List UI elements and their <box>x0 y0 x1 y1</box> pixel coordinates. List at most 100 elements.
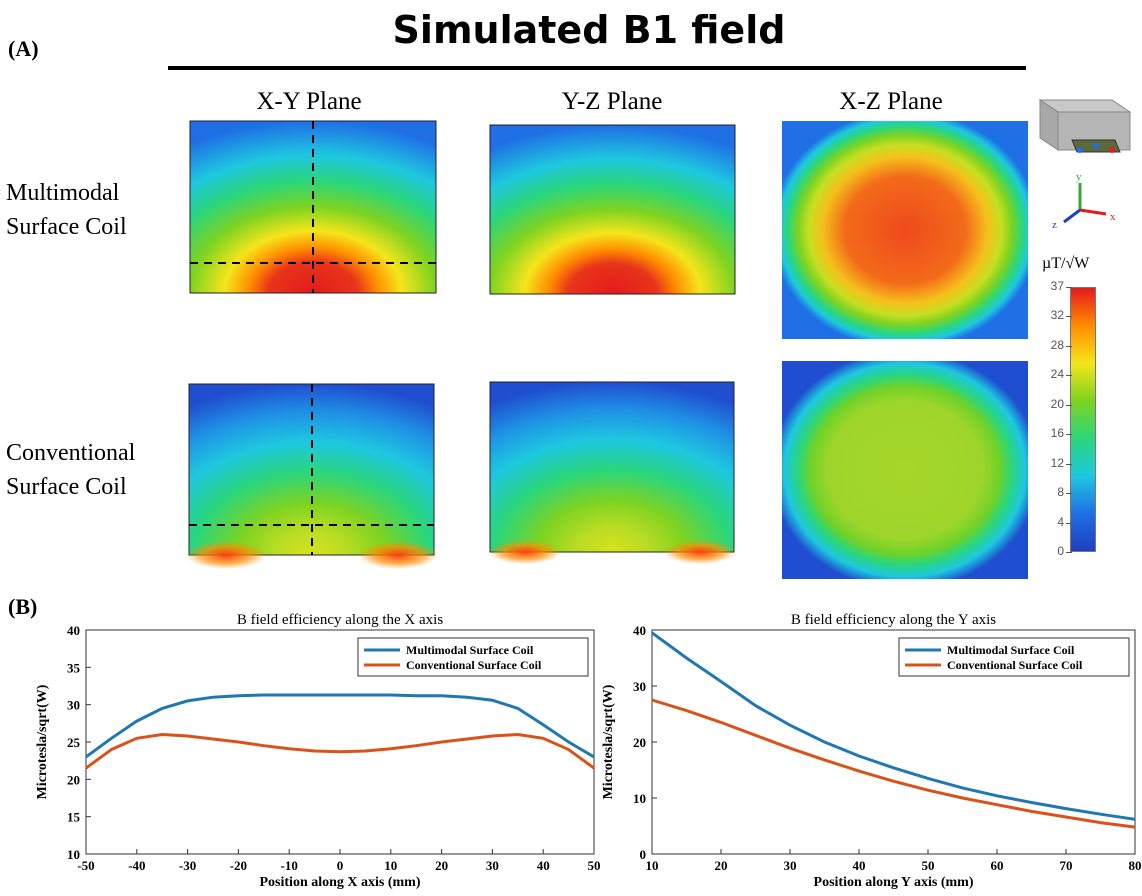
colorbar-tick-label: 28 <box>1050 337 1064 352</box>
y-tick-label: 0 <box>640 847 647 862</box>
axis-label-y: y <box>1076 171 1082 183</box>
colorbar-tick-mark <box>1066 552 1072 553</box>
hotspot-right <box>358 541 438 569</box>
row-label-conventional-line1: Conventional <box>6 440 136 466</box>
colorbar-tick-mark <box>1066 522 1072 524</box>
legend-entry: Multimodal Surface Coil <box>947 643 1075 657</box>
colorbar-tick-mark <box>1066 345 1072 347</box>
series-line-conventional <box>85 732 595 770</box>
x-tick-label: 10 <box>384 858 397 873</box>
row-label-conventional-line2: Surface Coil <box>6 474 127 500</box>
hotspot-left <box>186 541 266 569</box>
colorbar-tick-label: 32 <box>1050 308 1064 323</box>
y-tick-label: 30 <box>67 698 80 713</box>
hotspot-right <box>664 540 736 564</box>
chart-title: B field efficiency along the X axis <box>237 612 443 628</box>
map-multimodal-xz <box>782 121 1028 339</box>
x-tick-label: -10 <box>281 858 298 873</box>
colorbar-tick-label: 0 <box>1057 544 1064 558</box>
chart-x-axis: B field efficiency along the X axis -50 -4… <box>35 612 601 890</box>
panel-b-label: (B) <box>8 594 38 619</box>
map-conventional-yz <box>489 381 735 553</box>
x-tick-label: 30 <box>486 858 499 873</box>
figure-title: Simulated B1 field <box>392 8 786 52</box>
y-tick-label: 25 <box>67 735 81 750</box>
x-tick-label: 20 <box>715 858 728 873</box>
x-tick-label: 50 <box>922 858 935 873</box>
colorbar <box>1070 287 1096 552</box>
axis-label-z: z <box>1052 219 1057 231</box>
legend-entry: Multimodal Surface Coil <box>406 643 534 657</box>
colorbar-tick-mark <box>1066 287 1072 288</box>
x-tick-label: -30 <box>179 858 196 873</box>
colorbar-tick-label: 12 <box>1050 455 1064 470</box>
y-tick-label: 20 <box>67 772 80 787</box>
y-tick-label: 15 <box>67 810 81 825</box>
colorbar-tick-mark <box>1066 404 1072 406</box>
colorbar-tick-mark <box>1066 375 1072 377</box>
x-tick-label: -20 <box>230 858 247 873</box>
colorbar-tick-label: 20 <box>1050 396 1064 411</box>
legend-box <box>357 637 589 677</box>
colorbar-tick-mark <box>1066 434 1072 436</box>
x-tick-label: 40 <box>537 858 550 873</box>
row-label-multimodal: Multimodal Surface Coil <box>6 176 127 244</box>
y-tick-label: 10 <box>67 847 80 862</box>
hotspot-left <box>489 540 561 564</box>
field-maps: y z x <box>186 99 1132 579</box>
colorbar-tick-mark <box>1066 463 1072 465</box>
colorbar-tick-label: 16 <box>1050 426 1064 441</box>
colorbar-tick-mark <box>1066 493 1072 495</box>
x-tick-label: -50 <box>77 858 94 873</box>
axis-label-x: x <box>1110 211 1116 223</box>
x-axis-label: Position along Y axis (mm) <box>814 875 974 890</box>
x-tick-label: 80 <box>1129 858 1142 873</box>
title-underline <box>168 66 1026 70</box>
colorbar-tick-label: 4 <box>1057 514 1064 529</box>
chart-title: B field efficiency along the Y axis <box>791 612 996 628</box>
series-line-multimodal <box>85 693 595 759</box>
y-tick-label: 30 <box>633 679 646 694</box>
column-header-xy: X-Y Plane <box>256 88 362 115</box>
series-line-multimodal <box>651 631 1136 821</box>
column-header-xz: X-Z Plane <box>839 88 943 115</box>
x-tick-label: 30 <box>784 858 797 873</box>
row-label-conventional: Conventional Surface Coil <box>6 436 135 504</box>
x-tick-label: -40 <box>128 858 145 873</box>
row-label-multimodal-line1: Multimodal <box>6 180 120 206</box>
x-tick-label: 70 <box>1060 858 1073 873</box>
map-conventional-xz <box>782 361 1028 579</box>
x-tick-label: 40 <box>853 858 866 873</box>
y-tick-label: 40 <box>633 623 646 638</box>
x-tick-label: 20 <box>435 858 448 873</box>
y-axis-label: Microtesla/sqrt(W) <box>35 684 50 799</box>
x-tick-label: 50 <box>588 858 601 873</box>
colorbar-unit: µT/√W <box>1042 255 1090 272</box>
y-tick-label: 35 <box>67 660 81 675</box>
x-axis-label: Position along X axis (mm) <box>260 875 421 890</box>
colorbar-tick-label: 24 <box>1050 367 1064 382</box>
colorbar-tick-mark <box>1066 316 1072 318</box>
y-tick-label: 20 <box>633 735 646 750</box>
y-tick-label: 40 <box>67 623 80 638</box>
colorbar-tick-label: 37 <box>1050 279 1064 293</box>
chart-y-axis: B field efficiency along the Y axis 10 20 3… <box>601 612 1142 890</box>
x-tick-label: 60 <box>991 858 1004 873</box>
y-axis-label: Microtesla/sqrt(W) <box>601 684 616 799</box>
series-line-conventional <box>651 698 1136 829</box>
legend-box <box>898 637 1130 677</box>
coil-model-icon <box>1038 99 1132 153</box>
map-multimodal-yz <box>489 124 736 295</box>
panel-a-label: (A) <box>8 36 39 61</box>
x-tick-label: 0 <box>337 858 344 873</box>
row-label-multimodal-line2: Surface Coil <box>6 214 127 240</box>
colorbar-tick-label: 8 <box>1057 485 1064 500</box>
legend-entry: Conventional Surface Coil <box>947 658 1083 672</box>
axis-triad-icon: y z x <box>1052 171 1116 231</box>
y-tick-label: 10 <box>633 791 646 806</box>
x-tick-label: 10 <box>646 858 659 873</box>
legend-entry: Conventional Surface Coil <box>406 658 542 672</box>
column-header-yz: Y-Z Plane <box>561 88 663 115</box>
